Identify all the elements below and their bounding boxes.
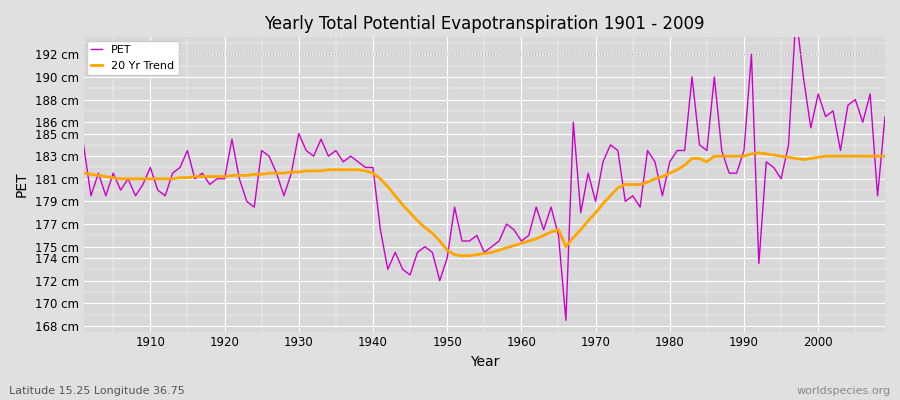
PET [790,12,801,17]
Text: worldspecies.org: worldspecies.org [796,386,891,396]
X-axis label: Year: Year [470,355,499,369]
Y-axis label: PET: PET [15,172,29,197]
Title: Yearly Total Potential Evapotranspiration 1901 - 2009: Yearly Total Potential Evapotranspiratio… [264,15,705,33]
20 Yr Trend [346,167,356,172]
PET [508,227,519,232]
PET [346,154,356,158]
PET [561,318,572,323]
20 Yr Trend [612,186,623,190]
20 Yr Trend [301,168,311,173]
Line: PET: PET [84,15,885,320]
20 Yr Trend [879,154,890,158]
20 Yr Trend [138,176,148,181]
20 Yr Trend [524,239,535,244]
20 Yr Trend [78,171,89,176]
PET [612,148,623,153]
Legend: PET, 20 Yr Trend: PET, 20 Yr Trend [87,41,179,75]
Line: 20 Yr Trend: 20 Yr Trend [84,153,885,256]
Text: Latitude 15.25 Longitude 36.75: Latitude 15.25 Longitude 36.75 [9,386,184,396]
PET [138,182,148,187]
20 Yr Trend [753,150,764,155]
20 Yr Trend [516,241,526,246]
PET [78,142,89,147]
20 Yr Trend [456,253,467,258]
PET [879,114,890,119]
PET [301,148,311,153]
PET [516,239,526,244]
